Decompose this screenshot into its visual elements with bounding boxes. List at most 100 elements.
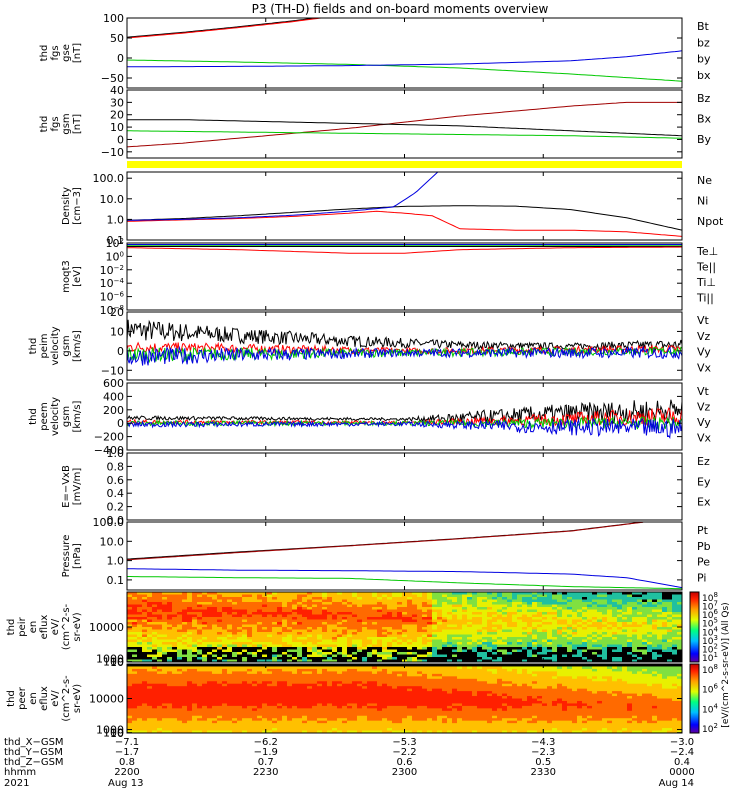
- ytick-label: 0: [117, 417, 124, 430]
- time-axis: thd_X−GSMthd_Y−GSMthd_Z−GSMhhmm2021−7.1−…: [4, 737, 695, 789]
- ytick-label: 1.0: [107, 447, 125, 460]
- ylabel-moqt3: [eV]: [72, 266, 83, 287]
- ytick-label: −200: [94, 431, 124, 444]
- ytick-label: −50: [101, 72, 124, 85]
- ytick-label: 10−6: [100, 291, 125, 304]
- xtick-label: 0.7: [258, 757, 274, 768]
- ylabel-density: Density: [61, 187, 72, 225]
- colorbar-tick: 106: [702, 683, 718, 696]
- xtick-label: 2330: [531, 767, 556, 778]
- xtick-label: −5.3: [392, 737, 416, 748]
- xtick-label: 2300: [392, 767, 417, 778]
- frame-efield: [126, 452, 683, 521]
- colorbar-tick: 108: [702, 591, 718, 604]
- ylabel-moqt3: moqt3: [61, 260, 72, 293]
- ylabel-peir: sr-eV): [72, 612, 83, 641]
- legend-peem-Vx: Vx: [697, 432, 712, 445]
- legend-fgs_gse-bx: bx: [697, 69, 711, 82]
- legend-fgs_gsm-Bz: Bz: [697, 92, 711, 105]
- ytick-label: 10000: [89, 621, 124, 634]
- ytick-label: −10: [101, 146, 124, 159]
- frame-pressure: [126, 521, 683, 591]
- ytick-label: 100: [106, 250, 124, 263]
- series-fgs_gse-by: [127, 59, 682, 82]
- ytick-label: 0.2: [107, 501, 125, 514]
- ytick-label: 10: [110, 727, 124, 740]
- ylabel-peem: gsm: [61, 406, 72, 427]
- ylabel-fgs_gsm: [nT]: [72, 114, 83, 134]
- legend-pressure-Pb: Pb: [697, 540, 711, 553]
- ytick-label: 100: [103, 12, 124, 25]
- ylabel-peem: velocity: [50, 397, 61, 436]
- xtick-label: −4.3: [531, 737, 555, 748]
- spectrogram-peir: [127, 592, 682, 662]
- series-peem-Vt: [127, 399, 682, 425]
- ylabel-peir: peir: [17, 616, 28, 636]
- legend-peim-Vx: Vx: [697, 361, 712, 374]
- ytick-label: 0.6: [107, 474, 125, 487]
- ytick-label: 10.0: [100, 535, 125, 548]
- colorbar-tick: 108: [702, 663, 718, 676]
- xtick-label: Aug 14: [659, 778, 694, 789]
- xtick-label: 2230: [253, 767, 278, 778]
- ylabel-peer: eV/: [50, 690, 61, 707]
- ytick-label: 10−4: [100, 277, 125, 290]
- colorbar-tick: 104: [702, 702, 718, 715]
- frame-fgs_gsm: [126, 89, 683, 159]
- xtick-label: −2.4: [670, 747, 694, 758]
- legend-fgs_gsm-Bx: Bx: [697, 113, 712, 126]
- legend-fgs_gse-Bt: Bt: [697, 20, 710, 33]
- series-peem-Vx: [127, 417, 682, 439]
- legend-peim-Vt: Vt: [697, 314, 710, 327]
- ytick-label: 200: [103, 404, 124, 417]
- ytick-label: 0: [117, 345, 124, 358]
- ytick-label: 0.0: [107, 514, 125, 527]
- xtick-label: −3.0: [670, 737, 694, 748]
- ylabel-pressure: Pressure: [61, 535, 72, 578]
- legend-efield-Ey: Ey: [697, 475, 711, 488]
- ylabel-fgs_gse: fgs: [50, 45, 61, 60]
- ylabel-efield: [mV/m]: [72, 468, 83, 506]
- panel-peim: 20 10 0 −10 thd peim velocity gsm [km/s] Vt Vz Vy Vx: [28, 306, 712, 381]
- ytick-label: −400: [94, 444, 124, 457]
- xtick-label: Aug 13: [108, 778, 143, 789]
- series-fgs_gsm-Bz: [127, 101, 682, 148]
- ylabel-fgs_gsm: thd: [39, 116, 50, 133]
- legend-pressure-Pt: Pt: [697, 524, 709, 537]
- xtick-label: −1.7: [115, 747, 139, 758]
- ylabel-peer: en: [28, 692, 39, 705]
- ytick-label: 10000: [89, 693, 124, 706]
- ylabel-peem: [km/s]: [72, 400, 83, 432]
- xtick-label: 0000: [669, 767, 694, 778]
- legend-density-Npot: Npot: [697, 215, 724, 228]
- ytick-label: 100.0: [93, 172, 125, 185]
- series-peim-Vt: [127, 319, 682, 352]
- ytick-label: 0.4: [107, 487, 125, 500]
- legend-moqt3-Ti⊥: Ti⊥: [696, 276, 716, 289]
- ytick-label: 0: [117, 52, 124, 65]
- ytick-label: 20: [110, 109, 124, 122]
- ytick-label: 1000: [96, 653, 124, 666]
- ytick-label: 10: [110, 121, 124, 134]
- ylabel-peer: eflux: [39, 686, 50, 711]
- legend-density-Ne: Ne: [697, 174, 712, 187]
- colorbar-tick: 103: [702, 634, 718, 647]
- ytick-label: 20: [110, 306, 124, 319]
- series-moqt3-Te⊥: [127, 246, 682, 254]
- ylabel-density: [cm−3]: [72, 187, 83, 225]
- ylabel-peem: thd: [28, 408, 39, 425]
- series-fgs_gsm-Bx: [127, 119, 682, 137]
- ytick-label: 0.1: [107, 234, 125, 247]
- ylabel-peir: thd: [6, 619, 17, 636]
- ytick-label: 10−2: [100, 264, 124, 277]
- ytick-label: 100: [103, 727, 124, 740]
- spectrogram-peer: [127, 664, 682, 733]
- xtick-label: −2.3: [531, 747, 555, 758]
- ylabel-peim: gsm: [61, 335, 72, 356]
- series-density-Ni: [127, 205, 682, 231]
